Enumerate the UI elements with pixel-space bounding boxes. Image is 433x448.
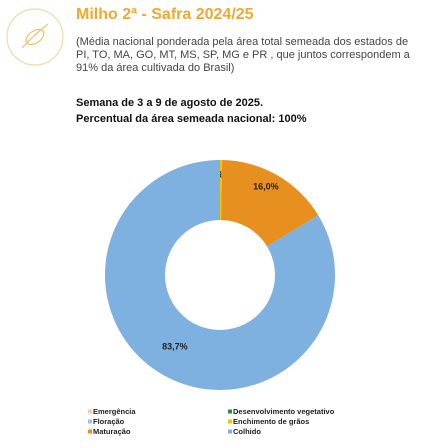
week: Semana de 3 a 9 de agosto de 2025. — [76, 97, 264, 109]
donut-slice — [221, 160, 319, 247]
legend-label: Desenvolvimento vegetativo — [233, 407, 335, 416]
donut-slice — [104, 160, 336, 390]
legend-label: Floração — [93, 417, 125, 426]
subtitle: (Média nacional ponderada pela área tota… — [76, 36, 410, 74]
data-label: 83,7% — [162, 342, 188, 352]
legend-label: Maturação — [93, 427, 131, 436]
legend-swatch — [88, 429, 92, 434]
legend-swatch — [228, 429, 232, 434]
legend-label: Enchimento de grãos — [233, 417, 309, 426]
donut-slice — [220, 160, 223, 221]
legend-swatch — [228, 419, 232, 424]
legend-swatch — [88, 409, 92, 414]
title: Milho 2ª - Safra 2024/25 — [76, 6, 254, 23]
legend-swatch — [88, 419, 92, 424]
notes: Semana de 3 a 9 de agosto de 2025. Perce… — [76, 95, 307, 127]
legend-label: Emergência — [93, 407, 136, 416]
logo — [6, 8, 64, 66]
data-label: 16,0% — [253, 182, 279, 192]
legend-swatch — [228, 409, 232, 414]
legend-label: Colhido — [233, 427, 261, 436]
area: Percentual da área semeada nacional: 100… — [76, 113, 307, 125]
